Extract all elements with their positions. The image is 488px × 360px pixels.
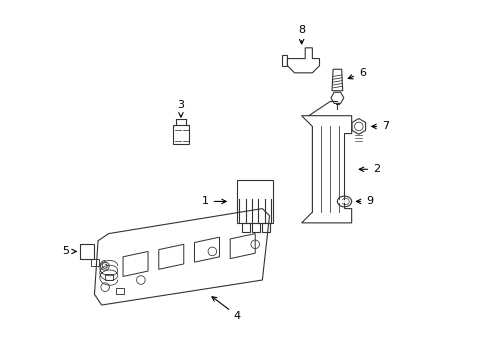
Text: 1: 1	[201, 197, 226, 206]
Text: 4: 4	[212, 297, 241, 321]
Text: 5: 5	[62, 247, 76, 256]
Text: 8: 8	[298, 25, 305, 44]
Text: 9: 9	[356, 197, 372, 206]
Text: 6: 6	[347, 68, 365, 79]
Text: 7: 7	[371, 121, 388, 131]
Text: 3: 3	[177, 100, 184, 117]
Text: 2: 2	[359, 164, 380, 174]
